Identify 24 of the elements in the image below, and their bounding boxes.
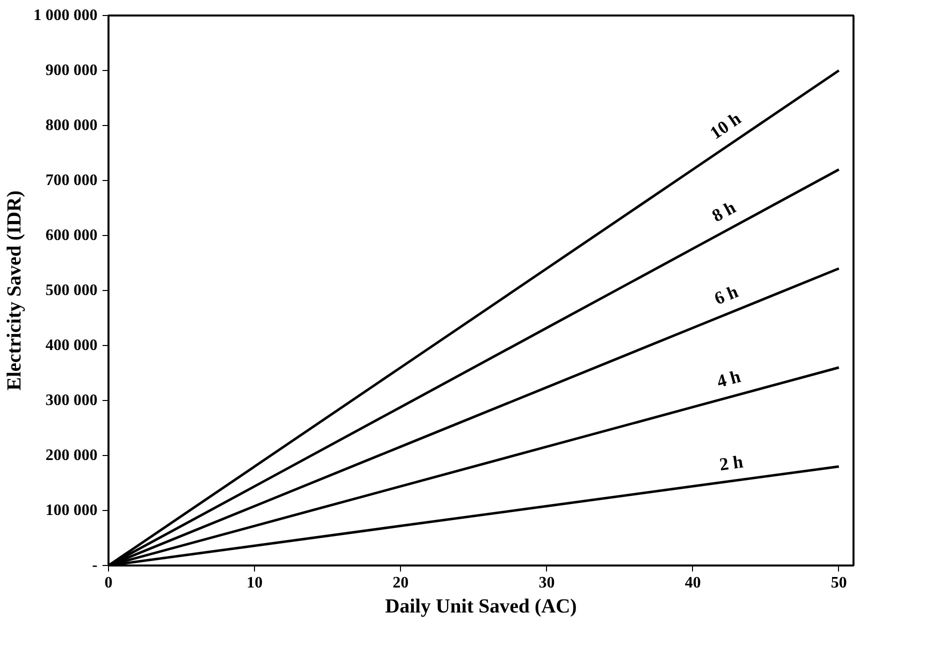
x-axis-title: Daily Unit Saved (AC) xyxy=(385,596,577,618)
x-tick-label: 10 xyxy=(246,574,263,592)
text: 4 h xyxy=(714,366,743,392)
y-tick-label: 600 000 xyxy=(46,227,98,244)
text: 10 h xyxy=(706,108,744,144)
x-tick-label: 40 xyxy=(684,574,701,592)
y-tick-label: 300 000 xyxy=(46,392,98,409)
x-tick-label: 50 xyxy=(830,574,847,592)
y-tick-label: 200 000 xyxy=(46,447,98,464)
x-tick-label: 20 xyxy=(392,574,409,592)
y-tick-label: 800 000 xyxy=(46,117,98,134)
text: 2 h xyxy=(718,451,744,474)
y-tick-label: 900 000 xyxy=(46,62,98,79)
x-tick-label: 0 xyxy=(104,574,112,592)
y-tick-label: 100 000 xyxy=(46,502,98,519)
y-tick-label: - xyxy=(92,557,98,574)
y-axis-title: Electricity Saved (IDR) xyxy=(4,190,26,390)
x-tick-label: 30 xyxy=(538,574,555,592)
y-tick-label: 500 000 xyxy=(46,282,98,299)
text: 6 h xyxy=(711,281,741,309)
y-tick-label: 400 000 xyxy=(46,337,98,354)
text: 8 h xyxy=(708,197,739,226)
y-tick-label: 700 000 xyxy=(46,172,98,189)
y-tick-label: 1 000 000 xyxy=(34,7,98,24)
